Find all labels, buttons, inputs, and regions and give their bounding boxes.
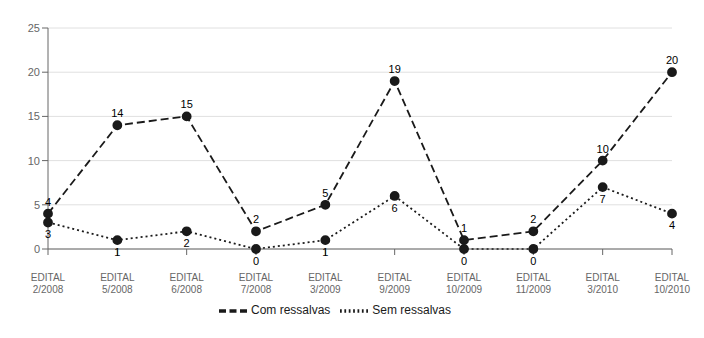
- svg-text:19: 19: [389, 63, 401, 75]
- svg-text:7: 7: [600, 193, 606, 205]
- svg-text:2: 2: [253, 213, 259, 225]
- svg-text:0: 0: [461, 255, 467, 267]
- svg-text:1: 1: [114, 246, 120, 258]
- svg-text:15: 15: [28, 110, 40, 122]
- svg-text:4: 4: [45, 196, 51, 208]
- svg-text:1: 1: [322, 246, 328, 258]
- svg-text:EDITAL7/2008: EDITAL7/2008: [239, 272, 274, 295]
- svg-text:2: 2: [184, 237, 190, 249]
- svg-text:5: 5: [322, 187, 328, 199]
- svg-text:2: 2: [530, 213, 536, 225]
- svg-text:EDITAL10/2010: EDITAL10/2010: [654, 272, 691, 295]
- svg-text:6: 6: [392, 202, 398, 214]
- svg-text:0: 0: [530, 255, 536, 267]
- svg-text:EDITAL9/2009: EDITAL9/2009: [378, 272, 413, 295]
- html-text:Sem ressalvas: Sem ressalvas: [372, 303, 451, 318]
- svg-text:0: 0: [253, 255, 259, 267]
- svg-text:4: 4: [669, 219, 675, 231]
- svg-text:10: 10: [597, 143, 609, 155]
- svg-text:EDITAL10/2009: EDITAL10/2009: [446, 272, 483, 295]
- svg-text:EDITAL6/2008: EDITAL6/2008: [170, 272, 205, 295]
- svg-text:3: 3: [45, 228, 51, 240]
- svg-text:20: 20: [666, 54, 678, 66]
- svg-text:10: 10: [28, 155, 40, 167]
- svg-text:5: 5: [34, 199, 40, 211]
- svg-text:EDITAL11/2009: EDITAL11/2009: [516, 272, 552, 295]
- svg-text:EDITAL3/2009: EDITAL3/2009: [308, 272, 343, 295]
- svg-text:EDITAL5/2008: EDITAL5/2008: [100, 272, 135, 295]
- svg-text:EDITAL3/2010: EDITAL3/2010: [586, 272, 621, 295]
- svg-text:25: 25: [28, 22, 40, 34]
- svg-text:0: 0: [34, 243, 40, 255]
- svg-text:14: 14: [111, 107, 123, 119]
- svg-text:15: 15: [181, 98, 193, 110]
- html-text:Com ressalvas: Com ressalvas: [251, 303, 331, 318]
- svg-text:1: 1: [461, 222, 467, 234]
- svg-text:20: 20: [28, 66, 40, 78]
- svg-text:EDITAL2/2008: EDITAL2/2008: [31, 272, 66, 295]
